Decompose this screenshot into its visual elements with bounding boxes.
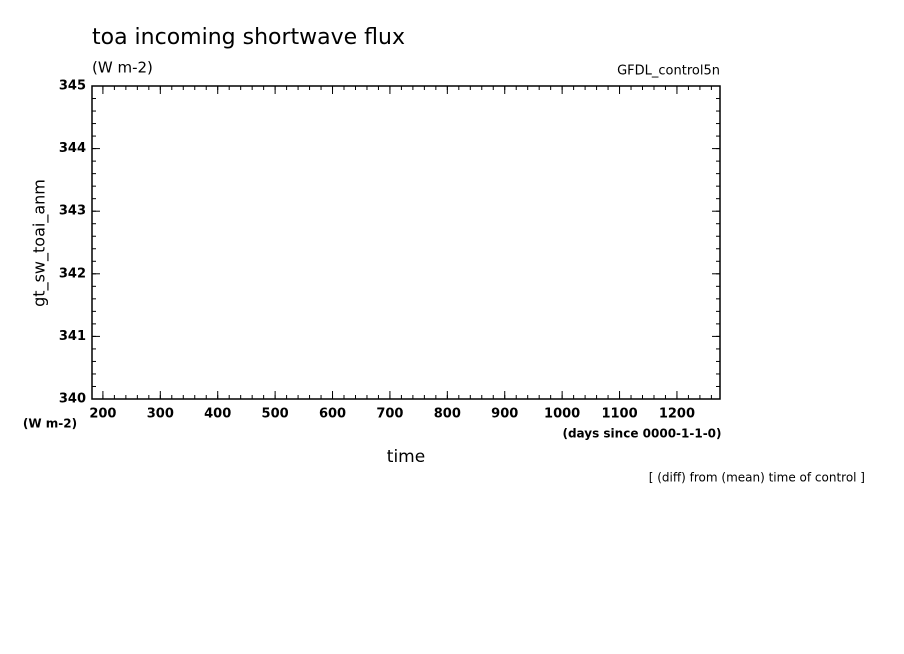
x-tick-label: 700 bbox=[376, 407, 403, 422]
dataset-label: GFDL_control5n bbox=[617, 64, 720, 79]
x-tick-label: 800 bbox=[434, 407, 461, 422]
y-tick-label: 340 bbox=[59, 392, 86, 407]
x-tick-label: 1100 bbox=[601, 407, 637, 422]
y-tick-label: 345 bbox=[59, 79, 86, 94]
y-tick-label: 341 bbox=[59, 329, 86, 344]
x-tick-label: 1200 bbox=[659, 407, 695, 422]
x-tick-label: 300 bbox=[147, 407, 174, 422]
x-units: (days since 0000-1-1-0) bbox=[562, 427, 721, 441]
x-tick-label: 900 bbox=[491, 407, 518, 422]
y-units: (W m-2) bbox=[23, 417, 77, 431]
x-tick-label: 200 bbox=[89, 407, 116, 422]
plot-frame bbox=[91, 85, 721, 400]
chart-title: toa incoming shortwave flux bbox=[92, 25, 405, 50]
note: [ (diff) from (mean) time of control ] bbox=[649, 471, 865, 485]
x-tick-label: 400 bbox=[204, 407, 231, 422]
y-tick-label: 343 bbox=[59, 204, 86, 219]
x-tick-label: 1000 bbox=[544, 407, 580, 422]
y-axis-label: gt_sw_toai_anm bbox=[30, 179, 50, 307]
x-tick-label: 600 bbox=[319, 407, 346, 422]
chart-subtitle: (W m-2) bbox=[92, 59, 153, 77]
y-tick-label: 344 bbox=[59, 141, 86, 156]
x-tick-label: 500 bbox=[262, 407, 289, 422]
x-axis-label: time bbox=[387, 447, 425, 467]
y-tick-label: 342 bbox=[59, 266, 86, 281]
